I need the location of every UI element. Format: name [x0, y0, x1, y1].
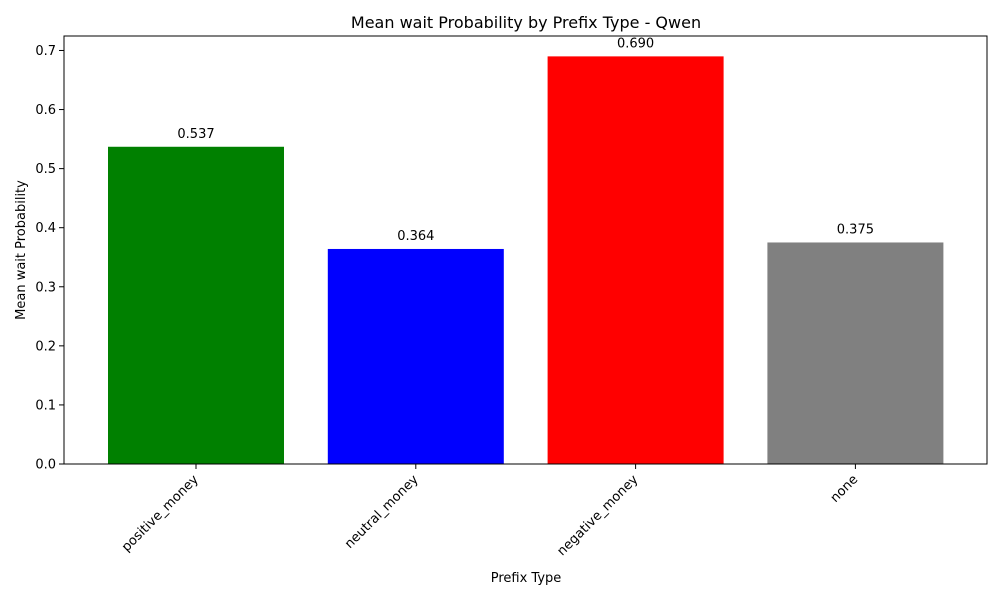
y-tick-label: 0.0: [35, 458, 56, 473]
y-tick-label: 0.2: [35, 339, 56, 354]
y-tick-label: 0.1: [35, 398, 56, 413]
bar-positive_money: [108, 146, 284, 464]
data-label-none: 0.375: [837, 222, 874, 237]
x-tick-label-positive_money: positive_money: [119, 472, 202, 555]
x-axis-label: Prefix Type: [491, 571, 562, 586]
chart-title: Mean wait Probability by Prefix Type - Q…: [351, 13, 701, 32]
y-tick-label: 0.6: [35, 103, 56, 118]
data-label-neutral_money: 0.364: [397, 229, 434, 244]
y-tick-label: 0.4: [35, 221, 56, 236]
x-tick-label-none: none: [828, 472, 862, 506]
y-axis: 0.0 0.1 0.2 0.3 0.4 0.5 0.6 0.7: [35, 44, 64, 473]
bar-negative_money: [547, 56, 724, 464]
x-tick-label-neutral_money: neutral_money: [342, 472, 422, 552]
data-label-negative_money: 0.690: [617, 36, 654, 51]
x-axis: positive_money neutral_money negative_mone…: [119, 464, 861, 559]
y-tick-label: 0.3: [35, 280, 56, 295]
bars-group: [108, 56, 944, 464]
y-tick-label: 0.5: [35, 162, 56, 177]
data-label-positive_money: 0.537: [177, 127, 214, 142]
plot-frame: [63, 35, 988, 465]
x-tick-label-negative_money: negative_money: [555, 472, 642, 559]
y-tick-label: 0.7: [35, 44, 56, 59]
value-labels-group: 0.537 0.364 0.690 0.375: [177, 36, 874, 244]
bar-neutral_money: [327, 248, 504, 464]
bar-none: [767, 242, 944, 464]
y-axis-label: Mean wait Probability: [14, 180, 29, 320]
